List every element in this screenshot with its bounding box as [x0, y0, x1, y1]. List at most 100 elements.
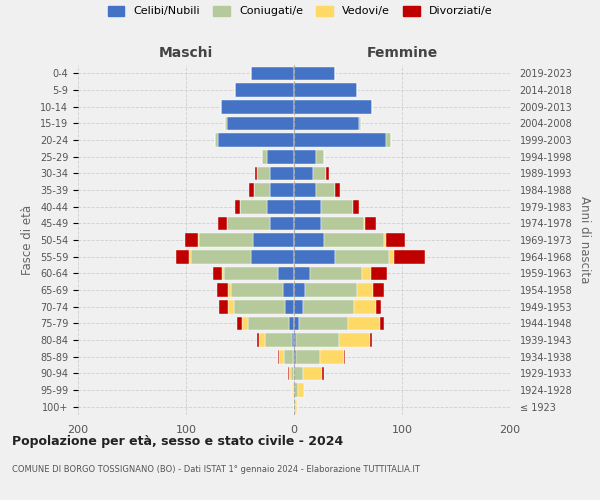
Bar [362, 266, 371, 280]
Bar [221, 266, 224, 280]
Bar [237, 316, 242, 330]
Bar [353, 200, 359, 213]
Bar [227, 116, 294, 130]
Text: Popolazione per età, sesso e stato civile - 2024: Popolazione per età, sesso e stato civil… [12, 435, 343, 448]
Text: COMUNE DI BORGO TOSSIGNANO (BO) - Dati ISTAT 1° gennaio 2024 - Elaborazione TUTT: COMUNE DI BORGO TOSSIGNANO (BO) - Dati I… [12, 465, 420, 474]
Bar [294, 300, 302, 314]
Bar [267, 200, 294, 213]
Bar [310, 266, 362, 280]
Y-axis label: Fasce di età: Fasce di età [22, 205, 34, 275]
Bar [348, 316, 380, 330]
Bar [355, 300, 376, 314]
Bar [364, 216, 365, 230]
Bar [278, 266, 294, 280]
Bar [215, 133, 218, 147]
Bar [365, 216, 376, 230]
Bar [262, 150, 267, 164]
Bar [335, 250, 389, 264]
Bar [289, 366, 291, 380]
Bar [259, 333, 265, 347]
Bar [294, 100, 372, 114]
Bar [371, 266, 387, 280]
Bar [356, 283, 373, 297]
Bar [386, 133, 391, 147]
Bar [302, 300, 355, 314]
Bar [292, 383, 293, 397]
Bar [376, 300, 382, 314]
Bar [235, 200, 240, 213]
Bar [251, 250, 294, 264]
Bar [228, 300, 233, 314]
Bar [191, 250, 251, 264]
Bar [185, 233, 198, 247]
Bar [199, 233, 253, 247]
Bar [344, 350, 345, 364]
Bar [373, 283, 383, 297]
Bar [322, 366, 324, 380]
Bar [225, 116, 227, 130]
Bar [292, 333, 294, 347]
Bar [326, 166, 329, 180]
Bar [265, 333, 292, 347]
Bar [294, 400, 295, 413]
Bar [218, 133, 294, 147]
Bar [257, 333, 259, 347]
Bar [293, 383, 294, 397]
Bar [296, 333, 340, 347]
Bar [294, 183, 316, 197]
Bar [324, 233, 383, 247]
Bar [294, 333, 296, 347]
Bar [305, 283, 356, 297]
Bar [232, 283, 283, 297]
Bar [321, 200, 353, 213]
Bar [294, 83, 356, 97]
Bar [321, 216, 364, 230]
Text: Maschi: Maschi [159, 46, 213, 60]
Bar [217, 283, 228, 297]
Bar [370, 333, 372, 347]
Bar [386, 233, 405, 247]
Bar [294, 116, 359, 130]
Bar [255, 166, 257, 180]
Bar [240, 200, 267, 213]
Bar [270, 183, 294, 197]
Bar [335, 183, 340, 197]
Bar [291, 366, 294, 380]
Bar [294, 366, 302, 380]
Bar [257, 166, 270, 180]
Bar [295, 400, 297, 413]
Bar [313, 166, 326, 180]
Bar [316, 183, 335, 197]
Bar [294, 216, 321, 230]
Bar [294, 233, 324, 247]
Bar [316, 150, 324, 164]
Bar [294, 350, 296, 364]
Bar [287, 366, 289, 380]
Bar [359, 116, 361, 130]
Bar [218, 216, 227, 230]
Bar [302, 366, 322, 380]
Bar [267, 150, 294, 164]
Bar [296, 350, 320, 364]
Bar [340, 333, 370, 347]
Bar [227, 216, 270, 230]
Bar [298, 383, 304, 397]
Bar [389, 250, 394, 264]
Bar [380, 316, 383, 330]
Bar [284, 350, 293, 364]
Bar [294, 250, 335, 264]
Bar [283, 283, 294, 297]
Bar [220, 300, 228, 314]
Bar [224, 266, 278, 280]
Bar [233, 300, 286, 314]
Bar [394, 250, 425, 264]
Bar [176, 250, 189, 264]
Bar [294, 200, 321, 213]
Bar [253, 233, 294, 247]
Bar [213, 266, 221, 280]
Bar [286, 300, 294, 314]
Bar [383, 233, 386, 247]
Bar [294, 266, 310, 280]
Bar [294, 150, 316, 164]
Bar [270, 166, 294, 180]
